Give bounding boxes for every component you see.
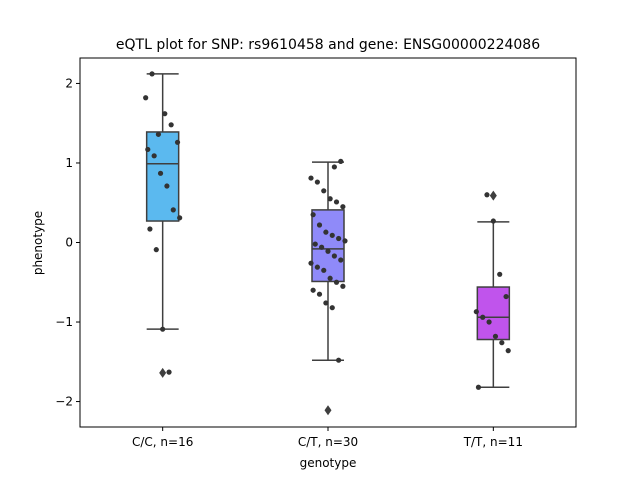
data-point [160,326,166,332]
data-point [310,212,316,218]
data-point [314,179,320,185]
data-point [164,183,170,189]
data-point [174,139,181,145]
data-point [338,257,344,263]
data-point [342,238,348,244]
data-point [331,164,337,170]
data-point [321,267,327,273]
x-axis-label: genotype [300,456,357,470]
data-point [145,146,151,153]
data-point [505,348,511,354]
chart-axes: −2 −1 0 1 2 C/C, n=16 C/T, n=30 T/T, n=11 [55,76,523,449]
y-tick-label: 2 [65,76,73,90]
data-point [308,260,314,266]
data-point [499,340,505,346]
y-tick-label: −2 [55,395,73,409]
data-point [336,235,342,242]
y-tick-label: −1 [55,315,73,329]
x-tick-label: C/C, n=16 [132,435,193,449]
data-point [333,199,340,205]
data-point [486,319,492,325]
data-point [331,253,337,259]
data-point [177,215,183,221]
x-tick-label: T/T, n=11 [463,435,523,449]
data-point [325,248,331,254]
data-point [497,271,503,277]
data-point [338,158,344,164]
data-point [170,207,176,213]
data-point [340,204,346,210]
data-point [492,333,499,339]
data-point [473,309,479,315]
chart-marks [143,71,511,416]
data-point [316,222,323,228]
data-point [475,384,482,390]
data-point [329,305,335,311]
data-point [321,188,327,194]
data-point [316,291,323,297]
data-point [336,357,342,363]
y-tick-label: 0 [65,236,73,250]
data-point [162,111,168,117]
data-point [319,244,325,250]
chart-title: eQTL plot for SNP: rs9610458 and gene: E… [116,37,540,53]
data-point [329,232,335,238]
data-point [340,283,346,289]
data-point [149,71,155,77]
data-point [147,226,153,232]
y-axis-label: phenotype [31,211,45,275]
box [145,131,180,222]
data-point [327,275,333,281]
outlier-marker [489,190,497,201]
data-point [155,131,162,137]
data-point [314,264,320,270]
data-point [166,369,172,375]
data-point [490,218,496,224]
data-point [323,300,329,306]
outlier-marker [324,405,332,416]
data-point [484,192,490,198]
data-point [151,153,157,159]
data-point [168,122,174,128]
data-point [503,293,509,300]
y-tick-label: 1 [65,156,73,170]
data-point [157,170,164,176]
box-group-1 [145,73,180,378]
data-point [333,279,340,285]
data-point [312,241,318,247]
data-point [153,247,159,253]
data-point [323,229,329,235]
data-point [327,196,333,202]
box-group-2 [311,161,345,416]
data-point [480,314,486,320]
box [311,209,345,283]
data-point [310,287,316,293]
outlier-marker [159,367,167,378]
data-point [143,95,149,101]
data-point [308,175,314,181]
x-tick-label: C/T, n=30 [298,435,358,449]
